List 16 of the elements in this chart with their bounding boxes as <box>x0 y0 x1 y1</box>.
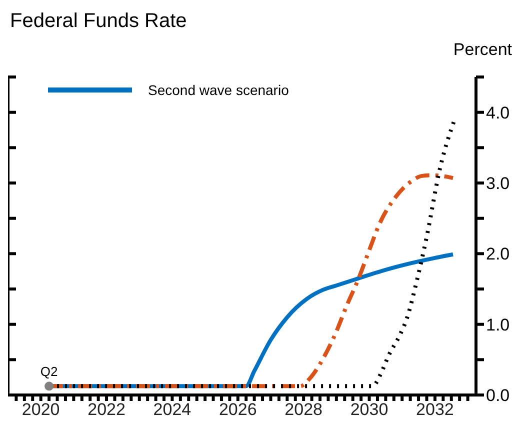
annotation: Q2 <box>40 364 58 380</box>
y-tick-label: 3.0 <box>486 174 510 194</box>
text: Second wave scenario <box>148 82 289 98</box>
y-tick-label: 1.0 <box>486 315 510 334</box>
chart-title: Federal Funds Rate <box>10 10 187 33</box>
x-tick-label: 2030 <box>350 400 388 420</box>
x-tick-label: 2020 <box>22 400 60 420</box>
y-tick-label: 4.0 <box>486 103 510 122</box>
x-tick-label: 2032 <box>416 400 454 420</box>
y-axis-title: Percent <box>453 40 512 60</box>
y-tick-label: 2.0 <box>486 244 510 264</box>
x-tick-label: 2028 <box>284 400 322 420</box>
x-tick-label: 2026 <box>218 400 257 420</box>
x-tick-label: 2022 <box>88 400 126 420</box>
y-tick-label: 0.0 <box>486 386 510 406</box>
x-tick-label: 2024 <box>153 400 192 420</box>
